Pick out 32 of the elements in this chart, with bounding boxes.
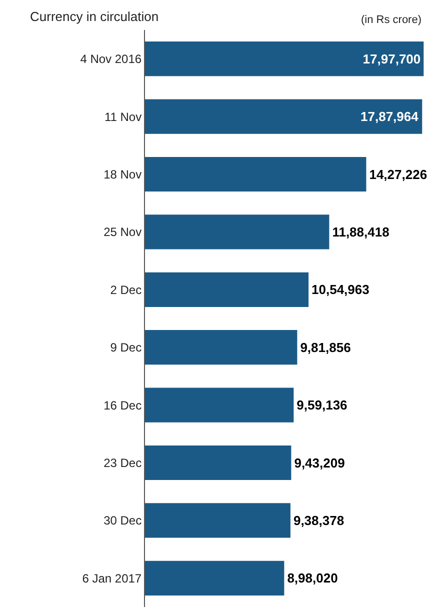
chart-subtitle: (in Rs crore)	[361, 14, 422, 26]
data-label: 10,54,963	[312, 282, 370, 298]
bar	[145, 42, 424, 76]
y-tick-label: 18 Nov	[104, 167, 142, 182]
y-tick-label: 30 Dec	[104, 514, 142, 528]
bar	[145, 445, 292, 480]
y-tick-label: 4 Nov 2016	[80, 52, 142, 66]
data-label: 14,27,226	[369, 166, 428, 182]
bar	[145, 388, 294, 422]
y-tick-label: 6 Jan 2017	[82, 571, 142, 586]
y-tick-label: 23 Dec	[104, 456, 142, 470]
data-label: 17,87,964	[360, 109, 420, 124]
data-label: 11,88,418	[332, 224, 390, 240]
data-label: 9,38,378	[293, 512, 344, 528]
chart-title: Currency in circulation	[30, 9, 159, 24]
bar	[145, 560, 284, 596]
data-label: 9,81,856	[300, 340, 351, 355]
data-label: 8,98,020	[287, 570, 338, 586]
data-label: 17,97,700	[362, 51, 421, 66]
y-tick-label: 16 Dec	[104, 398, 142, 412]
bar	[145, 503, 290, 538]
y-tick-label: 11 Nov	[104, 110, 142, 124]
data-label: 9,59,136	[296, 398, 348, 413]
y-tick-label: 25 Nov	[104, 225, 142, 240]
bar	[145, 330, 298, 365]
bar	[145, 99, 422, 134]
bar	[145, 214, 330, 250]
bar	[145, 272, 309, 307]
y-tick-label: 2 Dec	[110, 282, 142, 297]
y-tick-label: 9 Dec	[110, 340, 142, 355]
data-label: 9,43,209	[294, 455, 345, 470]
bar	[145, 156, 366, 192]
